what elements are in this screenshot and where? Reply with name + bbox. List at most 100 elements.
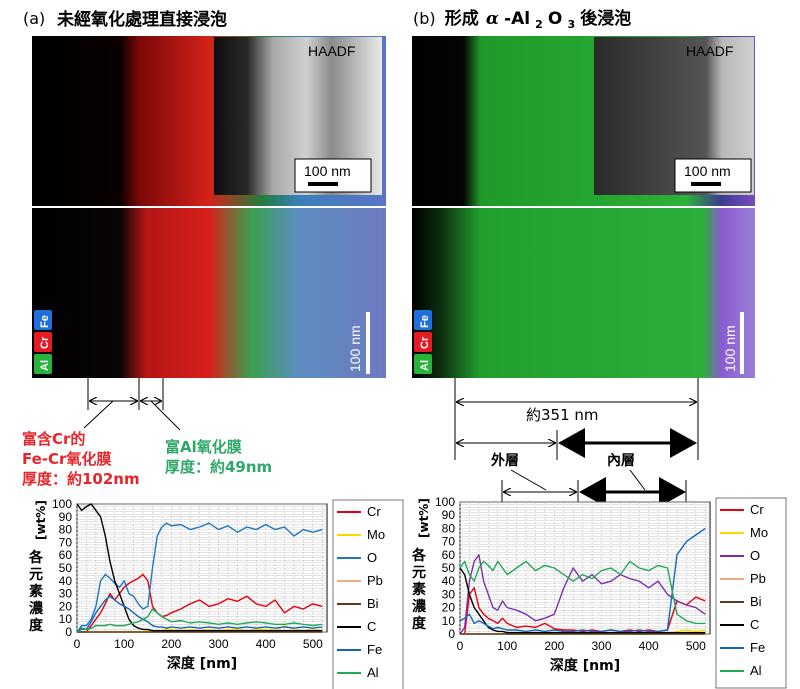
chart-b-series-C xyxy=(459,567,706,634)
badge-al xyxy=(34,354,52,374)
panel-b-label: (b) xyxy=(413,9,436,28)
chart-a-ytick-label: 40 xyxy=(59,574,73,588)
chart-b-ytick-label: 70 xyxy=(442,535,456,549)
chart-b-ytick-label: 0 xyxy=(448,627,455,641)
layer2-line1: 富Al氧化膜 xyxy=(165,438,242,456)
chart-b-ytick-label: 20 xyxy=(442,601,456,615)
chart-a-legend xyxy=(332,499,404,689)
chart-a-ylabel-char: 各 xyxy=(28,549,44,566)
chart-b-legend-label-Al: Al xyxy=(750,663,762,678)
chart-b-xtick-label: 500 xyxy=(686,639,706,653)
chart-b-ytick-label: 90 xyxy=(442,508,456,522)
badge-cr xyxy=(34,332,52,352)
layer1-line3: 厚度：約102nm xyxy=(22,470,140,488)
chart-a-ytick-label: 30 xyxy=(59,587,73,601)
chart-a-series-Al xyxy=(76,608,323,633)
panel-b-haadf-inset: HAADF 100 nm xyxy=(594,37,754,195)
layer1-line2: Fe-Cr氧化膜 xyxy=(22,450,111,468)
panel-a-map-scalebar-label: 100 nm xyxy=(347,325,363,372)
badge-fe-text: Fe xyxy=(39,315,51,328)
chart-a-legend-label-Mo: Mo xyxy=(367,527,385,542)
chart-b-ytick-label: 80 xyxy=(442,521,456,535)
chart-b-ylabel-char: 元 xyxy=(412,565,426,581)
panel-b-title: (b) 形成 α -Al 2 O 3 後浸泡 xyxy=(413,8,631,31)
panel-a-title: 未經氧化處理直接浸泡 xyxy=(56,9,227,30)
chart-a-legend-label-O: O xyxy=(367,550,377,565)
chart-a-ylabel-char: 度 xyxy=(29,617,44,634)
chart-a-ylabel-char: 元 xyxy=(29,567,43,583)
chart-a-ytick-label: 100 xyxy=(52,497,72,511)
panel-b-haadf-scalebar-label: 100 nm xyxy=(684,163,731,179)
panel-b-thickness-annotation: 約351 nm 外層 內層 xyxy=(454,378,699,520)
panel-a-map-scalebar: 100 nm xyxy=(347,312,370,374)
chart-b-ylabel-char: 濃 xyxy=(412,598,427,615)
badge-al-b-text: Al xyxy=(419,360,431,371)
chart-b-ylabel-char: 度 xyxy=(412,615,427,632)
panel-a-element-badges: Fe Cr Al xyxy=(34,310,52,374)
outer-layer-label: 外層 xyxy=(491,452,519,469)
chart-b-ytick-label: 40 xyxy=(442,574,456,588)
badge-fe-b xyxy=(414,310,432,330)
chart-b-series-Al xyxy=(459,560,706,625)
chart-b-legend xyxy=(715,497,787,689)
chart-a-xtick-label: 400 xyxy=(256,637,276,651)
chart-a-ytick-label: 20 xyxy=(59,599,73,613)
chart-b-xtick-label: 0 xyxy=(457,639,464,653)
chart-b-xtick-label: 100 xyxy=(497,639,517,653)
panel-b-haadf-scalebox xyxy=(674,158,752,193)
panel-a-thickness-annotation xyxy=(83,378,181,431)
chart-b-legend-label-Bi: Bi xyxy=(750,594,762,609)
chart-b-ylabel-char: 各 xyxy=(411,547,427,564)
panel-b-map-scalebar-label: 100 nm xyxy=(722,325,738,372)
chart-a-legend-label-Pb: Pb xyxy=(367,573,383,588)
chart-a-ytick-label: 90 xyxy=(59,510,73,524)
chart-b-ytick-label: 10 xyxy=(442,614,456,628)
chart-b-ytick-label: 30 xyxy=(442,587,456,601)
chart-a-legend-label-Cr: Cr xyxy=(367,504,381,519)
panel-b-map-scalebar: 100 nm xyxy=(722,312,744,374)
chart-a-ytick-label: 10 xyxy=(59,612,73,626)
chart-b-ytick-label: 60 xyxy=(442,548,456,562)
panel-a-haadf-scalebox xyxy=(294,158,372,193)
chart-a-xtick-label: 0 xyxy=(74,637,81,651)
badge-fe-b-text: Fe xyxy=(419,315,431,328)
chart-a-legend-label-Al: Al xyxy=(367,665,379,680)
layer1-line1: 富含Cr的 xyxy=(22,430,85,448)
panel-b-haadf-label: HAADF xyxy=(686,43,733,59)
chart-a-xlabel: 深度 [nm] xyxy=(167,655,237,672)
chart-a-series-Fe xyxy=(76,595,323,633)
panel-a-label: (a) xyxy=(23,9,45,28)
panel-a-haadf-label: HAADF xyxy=(308,43,355,59)
layer2-line2: 厚度：約49nm xyxy=(165,458,272,476)
chart-a-xtick-label: 100 xyxy=(114,637,134,651)
chart-a-legend-label-C: C xyxy=(367,619,376,634)
chart-b-series-Fe xyxy=(459,527,706,633)
chart-b-xlabel: 深度 [nm] xyxy=(550,657,620,674)
chart-b-xtick-label: 400 xyxy=(639,639,659,653)
panel-a-haadf-scalebar xyxy=(308,182,338,186)
chart-a-ylabel-unit: [wt%] xyxy=(34,500,48,540)
chart-a-legend-label-Fe: Fe xyxy=(367,642,382,657)
chart-a-ytick-label: 0 xyxy=(65,625,72,639)
chart-a-xtick-label: 200 xyxy=(161,637,181,651)
chart-b-legend-label-Mo: Mo xyxy=(750,525,768,540)
chart-a-ytick-label: 70 xyxy=(59,535,73,549)
chart-b-ylabel-char: 素 xyxy=(412,581,426,598)
panel-a-haadf-inset: HAADF 100 nm xyxy=(214,37,382,195)
panel-a-haadf-scalebar-label: 100 nm xyxy=(304,163,351,179)
badge-cr-text: Cr xyxy=(39,336,51,349)
chart-b-legend-label-O: O xyxy=(750,548,760,563)
chart-b-legend-label-Cr: Cr xyxy=(750,502,764,517)
chart-b-xtick-label: 300 xyxy=(591,639,611,653)
total-label-bg xyxy=(520,404,610,424)
badge-cr-b xyxy=(414,332,432,352)
chart-b-legend-label-C: C xyxy=(750,617,759,632)
inner-layer-label: 內層 xyxy=(607,453,635,469)
chart-a-ytick-label: 60 xyxy=(59,548,73,562)
badge-fe xyxy=(34,310,52,330)
chart-a-ytick-label: 80 xyxy=(59,523,73,537)
chart-a-ylabel-char: 素 xyxy=(29,583,43,600)
